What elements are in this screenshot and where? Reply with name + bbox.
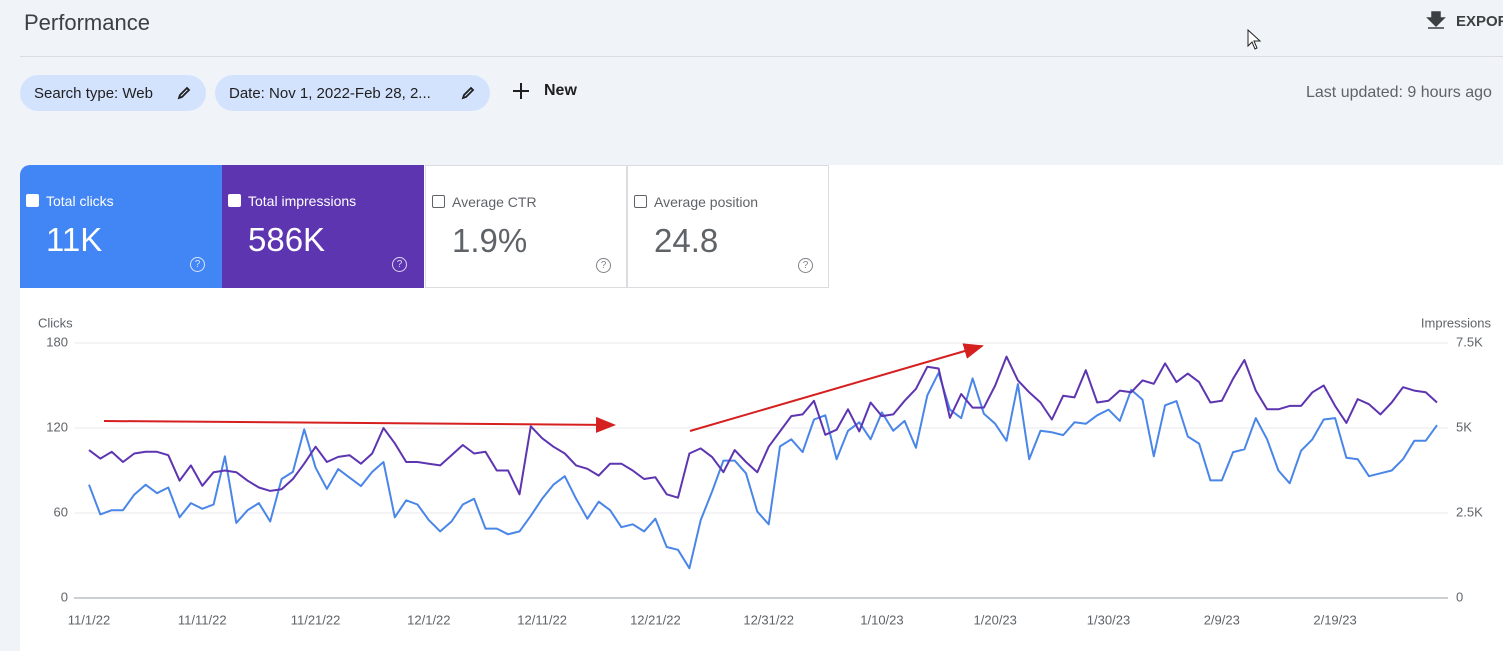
plus-icon	[513, 83, 529, 99]
y-tick-label: 180	[46, 334, 68, 349]
metric-value: 1.9%	[452, 222, 528, 259]
metric-card[interactable]: Total impressions 586K?	[222, 165, 424, 288]
help-icon: ?	[190, 257, 205, 272]
help-icon: ?	[596, 258, 611, 273]
edit-icon	[461, 86, 475, 100]
y-axis-title: Clicks	[38, 315, 73, 330]
metric-value: 586K	[248, 221, 326, 258]
x-tick-label: 12/21/22	[630, 612, 681, 627]
metric-label: Average position	[654, 194, 759, 210]
help-icon: ?	[798, 258, 813, 273]
x-tick-label: 1/30/23	[1087, 612, 1130, 627]
page-title: Performance	[24, 10, 150, 35]
filter-chip[interactable]: Search type: Web	[20, 75, 206, 111]
y2-tick-label: 0	[1456, 589, 1463, 604]
y2-tick-label: 7.5K	[1456, 334, 1483, 349]
filter-label: Search type: Web	[34, 84, 153, 102]
filter-chip[interactable]: Date: Nov 1, 2022-Feb 28, 2...	[215, 75, 490, 111]
series-line	[88, 355, 1438, 499]
new-filter-button[interactable]: New	[512, 82, 577, 100]
metric-card[interactable]: Total clicks 11K?	[20, 165, 222, 288]
y2-tick-label: 5K	[1456, 419, 1472, 434]
metric-label: Total impressions	[248, 193, 357, 209]
x-tick-label: 11/11/22	[178, 612, 227, 627]
divider	[20, 56, 1503, 57]
metric-card[interactable]: Average CTR 1.9%?	[425, 165, 627, 288]
metric-label: Average CTR	[452, 194, 537, 210]
series-line	[88, 371, 1438, 570]
edit-icon	[177, 86, 191, 100]
y2-tick-label: 2.5K	[1456, 504, 1483, 519]
export-button[interactable]: EXPORT	[1426, 10, 1503, 30]
annotation-arrow	[689, 343, 984, 432]
new-label: New	[544, 82, 577, 99]
y-tick-label: 120	[46, 419, 68, 434]
metric-value: 24.8	[654, 222, 719, 259]
export-label: EXPORT	[1456, 13, 1503, 30]
x-tick-label: 1/20/23	[974, 612, 1017, 627]
checkbox	[432, 195, 445, 208]
y-tick-label: 60	[54, 504, 68, 519]
cursor	[1247, 29, 1262, 50]
x-tick-label: 12/11/22	[517, 612, 567, 627]
checkbox	[26, 194, 39, 207]
help-icon: ?	[392, 257, 407, 272]
x-tick-label: 12/1/22	[407, 612, 450, 627]
metric-value: 11K	[46, 221, 103, 258]
checkbox	[634, 195, 647, 208]
metric-label: Total clicks	[46, 193, 114, 209]
metric-card[interactable]: Average position 24.8?	[627, 165, 829, 288]
x-tick-label: 2/9/23	[1204, 612, 1240, 627]
x-tick-label: 2/19/23	[1313, 612, 1356, 627]
checkbox	[228, 194, 241, 207]
filter-label: Date: Nov 1, 2022-Feb 28, 2...	[229, 84, 431, 102]
x-tick-label: 11/1/22	[68, 612, 110, 627]
y2-axis-title: Impressions	[1421, 315, 1492, 330]
x-tick-label: 11/21/22	[291, 612, 341, 627]
x-tick-label: 12/31/22	[743, 612, 794, 627]
x-tick-label: 1/10/23	[860, 612, 903, 627]
annotation-arrow	[103, 416, 616, 433]
y-tick-label: 0	[61, 589, 68, 604]
download-icon	[1426, 11, 1446, 29]
last-updated: Last updated: 9 hours ago	[1306, 84, 1492, 101]
